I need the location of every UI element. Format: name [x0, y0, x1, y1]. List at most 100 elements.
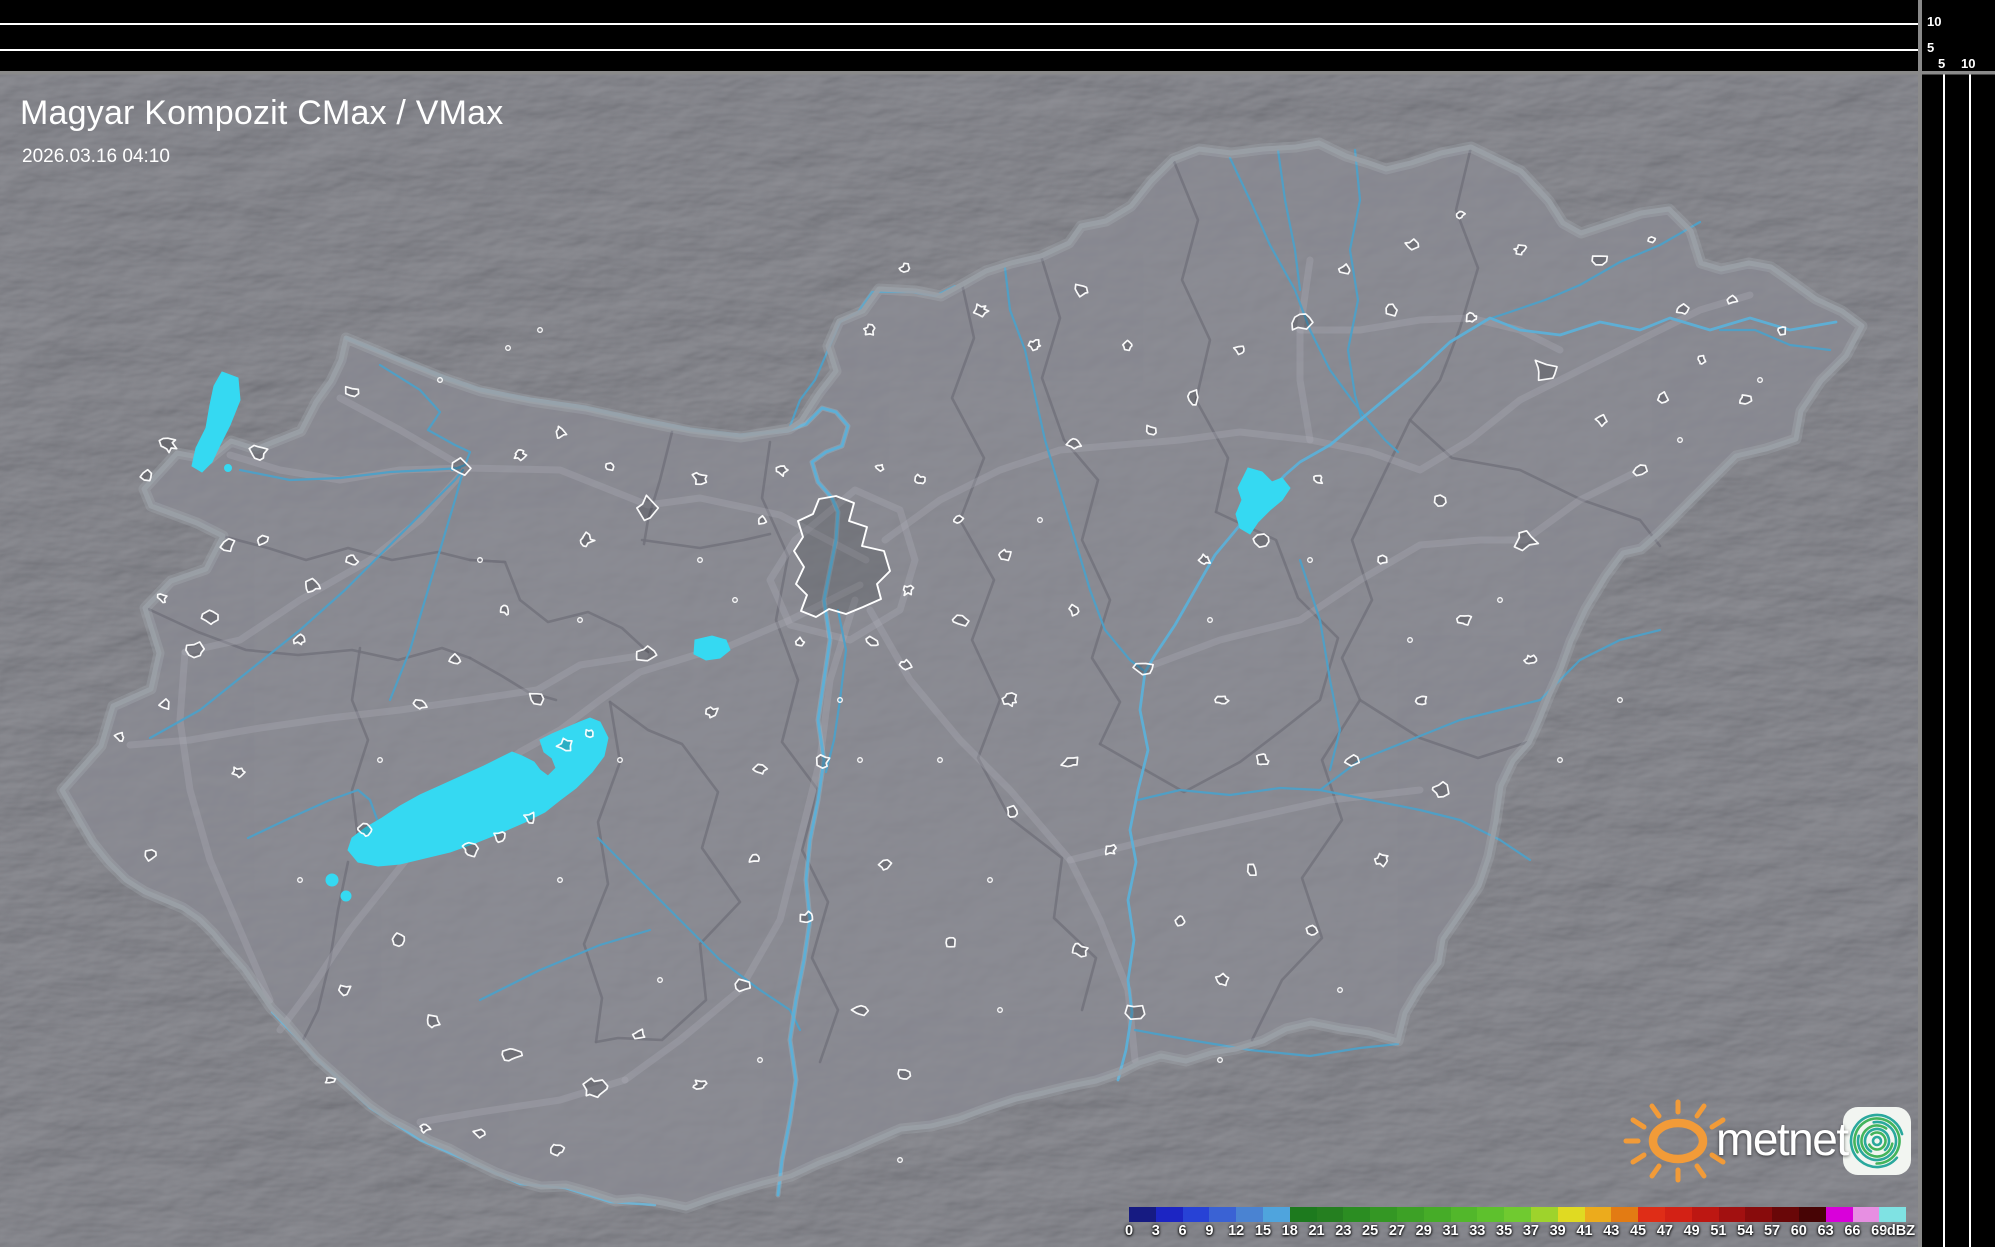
town-outline: [692, 1079, 708, 1090]
town-outline: [219, 537, 236, 553]
page-title: Magyar Kompozit CMax / VMax: [20, 94, 504, 132]
town-outline: [794, 636, 806, 647]
village-dot: [857, 757, 863, 763]
town-outline: [1591, 255, 1609, 266]
town-outline: [448, 652, 462, 665]
village-dot: [577, 617, 583, 623]
legend-tick: 57: [1763, 1223, 1781, 1239]
town-outline: [972, 303, 990, 318]
town-outline: [1214, 972, 1230, 987]
legend-color-step: [1182, 1207, 1210, 1222]
legend-color-bar: [1129, 1207, 1907, 1222]
town-outline: [523, 811, 535, 824]
legend-tick: 49: [1683, 1223, 1700, 1239]
town-outline: [1455, 614, 1473, 626]
town-outline: [513, 449, 528, 462]
village-dot: [1497, 597, 1503, 603]
legend-tick: 0: [1124, 1223, 1134, 1239]
legend-tick: 63: [1817, 1223, 1834, 1239]
town-outline: [1647, 236, 1657, 244]
village-dot: [437, 377, 443, 383]
town-outline: [815, 753, 831, 769]
legend-tick: 33: [1469, 1223, 1486, 1239]
legend-color-step: [1289, 1207, 1317, 1222]
town-outline: [493, 831, 506, 844]
village-dot: [537, 327, 543, 333]
dbz-legend: 0 3 6 9 12 15 18 21 23 25 27 29 31 33 35 37 39 41 43 45 47 49…: [1125, 1207, 1939, 1245]
village-dot: [1217, 1057, 1223, 1063]
legend-labels: 0 3 6 9 12 15 18 21 23 25 27 29 31 33 35 37 39 41 43 45 47 49…: [1125, 1223, 1939, 1243]
town-outline: [1455, 210, 1467, 220]
town-outline: [451, 457, 472, 477]
town-outline: [1385, 303, 1398, 317]
town-outline: [1777, 326, 1787, 336]
legend-tick: 39: [1549, 1223, 1566, 1239]
town-outline: [582, 1077, 609, 1099]
legend-color-step: [1825, 1207, 1853, 1222]
town-outline: [292, 633, 306, 646]
legend-color-step: [1155, 1207, 1183, 1222]
town-outline: [391, 932, 406, 948]
village-dot: [997, 1007, 1003, 1013]
legend-tick: 9: [1205, 1223, 1214, 1239]
top-profile-panel: [0, 0, 1918, 71]
top-profile-label-10: 10: [1927, 14, 1942, 29]
village-dot: [697, 557, 703, 563]
town-outline: [1433, 494, 1447, 508]
village-dot: [937, 757, 943, 763]
town-outline: [113, 731, 125, 742]
town-outline: [1675, 303, 1690, 315]
village-dot: [657, 977, 663, 983]
town-outline: [1006, 804, 1019, 818]
town-outline: [1232, 345, 1245, 356]
town-outline: [865, 635, 879, 647]
legend-color-step: [1316, 1207, 1344, 1222]
town-outline: [1656, 391, 1670, 404]
legend-tick: 43: [1603, 1223, 1620, 1239]
town-outline: [1246, 863, 1257, 877]
town-outline: [1124, 1004, 1146, 1021]
town-outline: [1145, 424, 1157, 436]
legend-tick: 15: [1254, 1223, 1272, 1239]
right-profile-label-10: 10: [1961, 56, 1976, 71]
town-outline: [998, 548, 1012, 562]
legend-tick: 45: [1629, 1223, 1647, 1239]
terrain-layer: [0, 73, 1918, 1247]
town-outline: [1071, 942, 1089, 958]
town-outline: [256, 534, 270, 547]
town-outline: [1404, 238, 1420, 251]
village-dot: [1757, 377, 1763, 383]
legend-color-step: [1129, 1207, 1156, 1222]
town-outline: [139, 468, 153, 482]
legend-color-step: [1504, 1207, 1531, 1222]
town-outline: [419, 1123, 432, 1134]
top-profile-label-5: 5: [1927, 40, 1935, 55]
town-outline: [156, 593, 168, 604]
town-outline: [951, 614, 970, 627]
town-outline: [1065, 437, 1083, 450]
lakes-layer: [191, 371, 1291, 902]
village-dot: [732, 597, 738, 603]
legend-tick: 21: [1308, 1223, 1325, 1239]
sun-icon: [1623, 1099, 1726, 1183]
town-outline: [604, 462, 615, 472]
towns-layer: [113, 210, 1787, 1163]
village-dot: [1337, 987, 1343, 993]
village-dot: [1407, 637, 1413, 643]
town-outline: [1068, 603, 1080, 617]
legend-tick: 31: [1442, 1223, 1459, 1239]
town-outline: [752, 763, 769, 775]
town-outline: [1121, 339, 1133, 352]
town-outline: [1513, 529, 1540, 552]
town-outline: [631, 1028, 646, 1040]
village-dot: [1677, 437, 1683, 443]
village-dot: [1207, 617, 1213, 623]
town-outline: [158, 698, 170, 711]
town-outline: [1001, 692, 1018, 708]
town-outline: [584, 728, 594, 739]
town-outline: [898, 658, 913, 671]
town-outline: [555, 737, 573, 752]
town-outline: [528, 692, 545, 706]
